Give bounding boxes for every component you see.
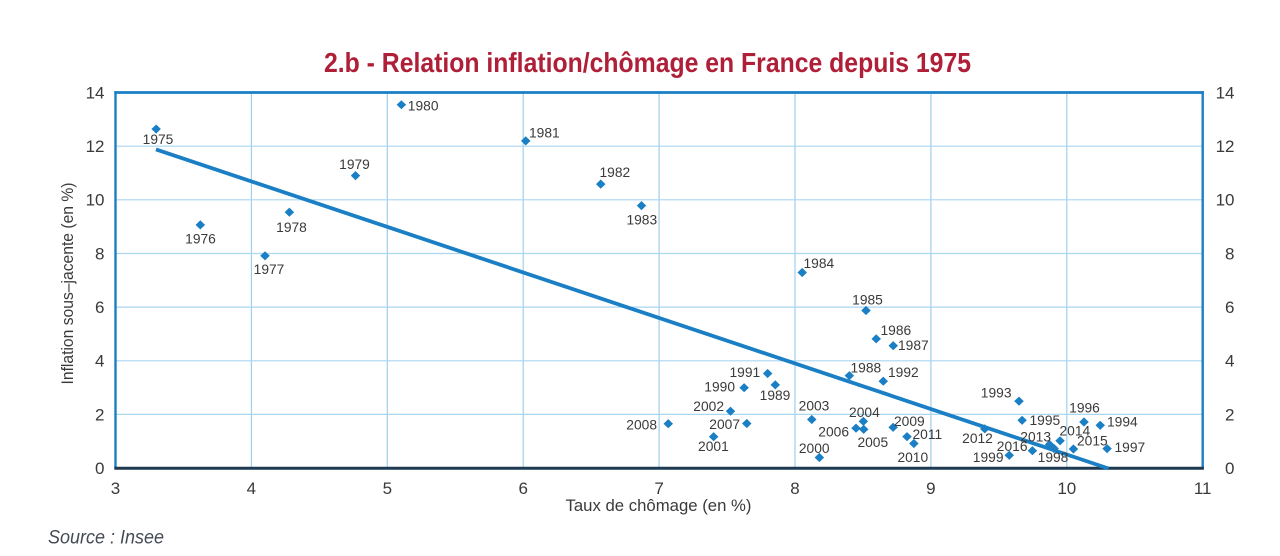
- svg-text:9: 9: [926, 479, 935, 498]
- svg-text:2: 2: [95, 405, 104, 424]
- svg-text:12: 12: [86, 137, 105, 156]
- svg-text:1989: 1989: [760, 388, 791, 403]
- svg-text:1993: 1993: [981, 386, 1012, 401]
- svg-text:1994: 1994: [1107, 414, 1138, 429]
- svg-text:2008: 2008: [626, 418, 657, 433]
- svg-text:7: 7: [654, 479, 663, 498]
- svg-text:2013: 2013: [1020, 430, 1051, 445]
- svg-text:2000: 2000: [799, 441, 830, 456]
- svg-text:2005: 2005: [857, 435, 888, 450]
- svg-text:1998: 1998: [1038, 450, 1069, 465]
- svg-text:5: 5: [383, 479, 392, 498]
- svg-text:10: 10: [86, 191, 105, 210]
- svg-text:2009: 2009: [894, 414, 925, 429]
- svg-text:4: 4: [247, 479, 256, 498]
- svg-text:1988: 1988: [851, 360, 882, 375]
- svg-text:1991: 1991: [729, 365, 760, 380]
- svg-text:1977: 1977: [254, 262, 285, 277]
- svg-text:6: 6: [518, 479, 527, 498]
- svg-text:1980: 1980: [408, 98, 439, 113]
- svg-text:2002: 2002: [693, 399, 724, 414]
- svg-text:2010: 2010: [897, 450, 928, 465]
- svg-text:1985: 1985: [852, 292, 883, 307]
- svg-text:Source : Insee: Source : Insee: [48, 527, 164, 549]
- svg-text:2011: 2011: [913, 427, 943, 442]
- svg-text:2016: 2016: [997, 439, 1028, 454]
- svg-text:1996: 1996: [1069, 400, 1100, 415]
- svg-text:8: 8: [1225, 244, 1234, 263]
- svg-text:Inflation sous–jacente (en %): Inflation sous–jacente (en %): [59, 183, 77, 385]
- svg-text:1976: 1976: [185, 232, 216, 247]
- svg-text:1990: 1990: [704, 380, 735, 395]
- svg-text:2006: 2006: [818, 424, 849, 439]
- svg-text:1978: 1978: [276, 220, 307, 235]
- svg-text:11: 11: [1194, 479, 1212, 498]
- svg-text:2007: 2007: [709, 417, 740, 432]
- svg-text:Taux de chômage (en %): Taux de chômage (en %): [566, 497, 752, 515]
- svg-text:4: 4: [1225, 352, 1234, 371]
- svg-text:2: 2: [1225, 405, 1234, 424]
- svg-text:2012: 2012: [962, 431, 993, 446]
- svg-text:1997: 1997: [1115, 440, 1146, 455]
- svg-text:1992: 1992: [888, 365, 919, 380]
- svg-text:1987: 1987: [898, 338, 929, 353]
- svg-text:0: 0: [95, 459, 104, 478]
- svg-text:10: 10: [1057, 479, 1076, 498]
- svg-text:2.b - Relation inflation/chôma: 2.b - Relation inflation/chômage en Fran…: [324, 47, 971, 78]
- svg-text:8: 8: [790, 479, 799, 498]
- svg-text:1975: 1975: [143, 132, 174, 147]
- svg-text:2003: 2003: [799, 399, 830, 414]
- svg-text:14: 14: [86, 83, 105, 102]
- svg-text:1984: 1984: [804, 256, 835, 271]
- svg-text:4: 4: [95, 352, 104, 371]
- svg-text:6: 6: [95, 298, 104, 317]
- svg-text:1983: 1983: [626, 213, 657, 228]
- svg-text:1982: 1982: [600, 165, 631, 180]
- svg-text:0: 0: [1225, 459, 1234, 478]
- svg-text:6: 6: [1225, 298, 1234, 317]
- svg-text:2001: 2001: [698, 439, 729, 454]
- svg-text:1999: 1999: [973, 450, 1004, 465]
- svg-text:2015: 2015: [1077, 434, 1108, 449]
- svg-text:2014: 2014: [1060, 424, 1091, 439]
- svg-text:3: 3: [111, 479, 120, 498]
- svg-text:8: 8: [95, 244, 104, 263]
- svg-text:1986: 1986: [881, 323, 912, 338]
- svg-text:1979: 1979: [339, 157, 370, 172]
- svg-text:1995: 1995: [1030, 413, 1061, 428]
- svg-text:14: 14: [1216, 83, 1235, 102]
- svg-text:10: 10: [1216, 191, 1235, 210]
- svg-text:12: 12: [1216, 137, 1235, 156]
- svg-text:2004: 2004: [849, 405, 880, 420]
- svg-text:1981: 1981: [529, 126, 560, 141]
